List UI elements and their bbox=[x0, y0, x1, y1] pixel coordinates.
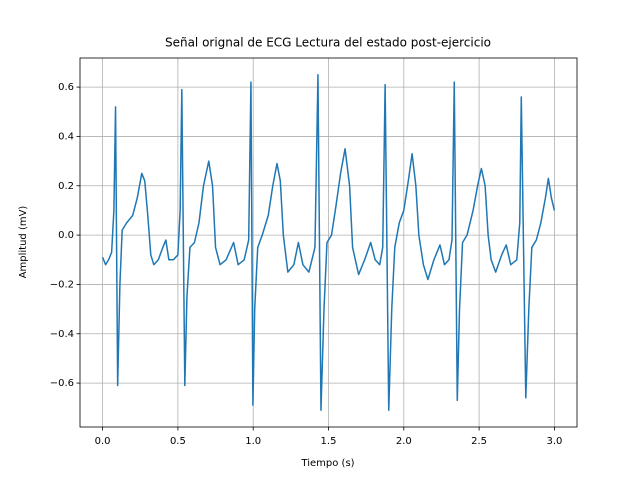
x-axis-label: Tiempo (s) bbox=[300, 458, 354, 469]
y-tick-label: 0.4 bbox=[58, 131, 74, 142]
x-tick-label: 1.5 bbox=[321, 436, 337, 447]
chart-title: Señal orignal de ECG Lectura del estado … bbox=[165, 36, 491, 50]
y-tick-label: −0.2 bbox=[50, 279, 74, 290]
plot-frame bbox=[79, 57, 578, 428]
x-tick-label: 2.0 bbox=[396, 436, 412, 447]
x-tick-label: 2.5 bbox=[471, 436, 487, 447]
y-tick-label: 0.0 bbox=[58, 230, 74, 241]
y-axis-label: Amplitud (mV) bbox=[18, 206, 29, 279]
y-tick-label: −0.4 bbox=[50, 329, 74, 340]
x-tick-label: 1.0 bbox=[245, 436, 261, 447]
y-tick-label: 0.2 bbox=[58, 181, 74, 192]
y-tick-label: −0.6 bbox=[50, 378, 74, 389]
x-tick-label: 3.0 bbox=[546, 436, 562, 447]
x-tick-label: 0.0 bbox=[95, 436, 111, 447]
y-tick-label: 0.6 bbox=[58, 82, 74, 93]
x-tick-label: 0.5 bbox=[170, 436, 186, 447]
ecg-line bbox=[101, 74, 556, 411]
